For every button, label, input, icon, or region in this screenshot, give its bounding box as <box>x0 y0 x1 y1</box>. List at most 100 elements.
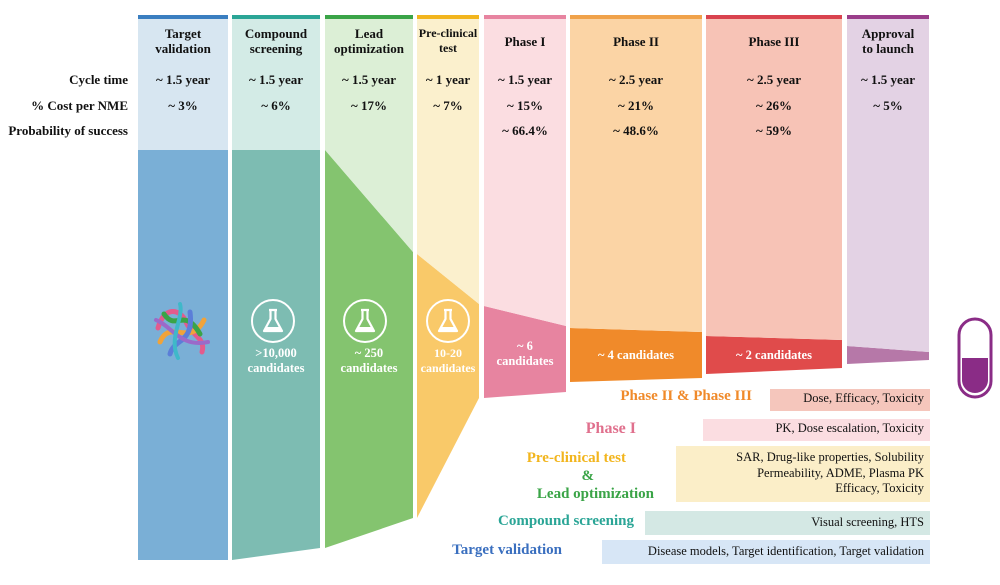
header-line: Lead <box>354 26 384 41</box>
stage-column-1 <box>232 18 320 168</box>
cost-phase-3: ~ 26% <box>755 98 792 113</box>
header-line: Target <box>164 26 202 41</box>
funnel-tint-2 <box>325 150 413 252</box>
row-label-probability: Probability of success <box>8 123 128 138</box>
candidate-line: ~ 250 <box>354 346 384 360</box>
stage-top-bar-2 <box>325 15 413 19</box>
header-lead-optimization: Lead optimization <box>325 26 413 56</box>
header-line: screening <box>249 41 303 56</box>
cost-compound-screening: ~ 6% <box>261 98 291 113</box>
legend-box-target-validation: Disease models, Target identification, T… <box>602 540 930 564</box>
header-target-validation: Target validation <box>138 26 228 56</box>
candidates-lead-optimization: ~ 250 candidates <box>325 346 413 376</box>
candidates-compound-screening: >10,000 candidates <box>232 346 320 376</box>
header-line: Phase III <box>748 34 800 49</box>
stage-column-6 <box>706 18 842 168</box>
header-line: to launch <box>862 41 914 56</box>
row-label-cycle-time: Cycle time <box>69 72 128 87</box>
stage-top-bar-4 <box>484 15 566 19</box>
funnel-tint-5 <box>570 150 702 332</box>
stage-top-bar-3 <box>417 15 479 19</box>
legend-title-compound-screening: Compound screening <box>498 513 634 529</box>
header-line: Phase I <box>504 34 546 49</box>
candidate-line: candidates <box>496 354 554 368</box>
header-pre-clinical: Pre-clinical test <box>417 26 479 56</box>
flask-icon <box>343 299 387 343</box>
funnel-tint-7 <box>847 150 929 352</box>
legend-line: Disease models, Target identification, T… <box>647 544 924 558</box>
stage-top-bar-1 <box>232 15 320 19</box>
stage-top-bar-0 <box>138 15 228 19</box>
funnel-tint-3 <box>417 150 479 304</box>
funnel-segment-compound-screening <box>232 150 320 560</box>
header-line: Approval <box>861 26 915 41</box>
stage-top-bar-5 <box>570 15 702 19</box>
cycle-lead-optimization: ~ 1.5 year <box>341 72 397 87</box>
stage-column-2 <box>325 18 413 168</box>
candidates-phase-2: ~ 4 candidates <box>598 348 674 362</box>
funnel-segment-phase-2 <box>570 328 702 382</box>
legend-line: PK, Dose escalation, Toxicity <box>775 421 924 435</box>
candidate-line: 10-20 <box>434 346 462 360</box>
header-phase-3: Phase III <box>706 34 842 49</box>
cycle-target-validation: ~ 1.5 year <box>155 72 211 87</box>
header-line: test <box>439 41 457 55</box>
cycle-phase-1: ~ 1.5 year <box>497 72 553 87</box>
legend-title-line: & <box>581 468 595 484</box>
cycle-phase-2: ~ 2.5 year <box>608 72 664 87</box>
candidates-pre-clinical: 10-20 candidates <box>417 346 479 376</box>
cost-phase-1: ~ 15% <box>506 98 543 113</box>
prob-phase-2: ~ 48.6% <box>613 123 659 138</box>
candidate-line: candidates <box>420 361 476 375</box>
cycle-phase-3: ~ 2.5 year <box>746 72 802 87</box>
stage-column-3 <box>417 18 479 168</box>
protein-structure-icon <box>150 298 214 362</box>
candidate-line: >10,000 <box>255 346 297 360</box>
header-line: Compound <box>244 26 308 41</box>
row-label-cost: % Cost per NME <box>31 98 128 113</box>
cost-approval: ~ 5% <box>873 98 903 113</box>
stage-top-bar-6 <box>706 15 842 19</box>
cycle-pre-clinical: ~ 1 year <box>425 72 471 87</box>
header-line: validation <box>155 41 211 56</box>
legend-box-compound-screening: Visual screening, HTS <box>645 511 930 535</box>
prob-phase-3: ~ 59% <box>755 123 792 138</box>
stage-column-7 <box>847 18 929 168</box>
funnel-segment-phase-3 <box>706 336 842 374</box>
legend-title-line: Lead optimization <box>536 486 654 502</box>
legend-line: Permeability, ADME, Plasma PK <box>757 465 924 480</box>
legend-title-preclinical-lead: Pre-clinical test & Lead optimization <box>430 449 654 503</box>
header-line: Pre-clinical <box>418 26 478 40</box>
cost-pre-clinical: ~ 7% <box>433 98 463 113</box>
funnel-segment-lead-optimization <box>325 150 413 548</box>
cost-phase-2: ~ 21% <box>617 98 654 113</box>
cycle-approval: ~ 1.5 year <box>860 72 916 87</box>
header-phase-2: Phase II <box>570 34 702 49</box>
stage-column-0 <box>138 18 228 168</box>
funnel-tint-6 <box>706 150 842 340</box>
legend-box-phase-2-3: Dose, Efficacy, Toxicity <box>770 389 930 411</box>
candidate-line: candidates <box>340 361 398 375</box>
funnel-segment-phase-1 <box>484 306 566 398</box>
legend-line: Efficacy, Toxicity <box>835 481 924 495</box>
legend-box-phase-1: PK, Dose escalation, Toxicity <box>703 419 930 441</box>
flask-icon <box>426 299 470 343</box>
legend-title-target-validation: Target validation <box>452 542 562 558</box>
funnel-segment-target-validation <box>138 150 228 560</box>
capsule-icon <box>956 316 994 400</box>
cost-target-validation: ~ 3% <box>168 98 198 113</box>
legend-title-line: Pre-clinical test <box>526 450 626 466</box>
stage-column-4 <box>484 18 566 168</box>
legend-title-phase-1: Phase I <box>585 420 636 437</box>
header-line: optimization <box>333 41 405 56</box>
legend-line: Visual screening, HTS <box>811 515 924 529</box>
cost-lead-optimization: ~ 17% <box>350 98 387 113</box>
stage-column-5 <box>570 18 702 168</box>
legend-box-preclinical-lead: SAR, Drug-like properties, Solubility Pe… <box>676 446 930 502</box>
legend-title-phase-2-3: Phase II & Phase III <box>620 388 752 404</box>
flask-icon <box>251 299 295 343</box>
prob-phase-1: ~ 66.4% <box>502 123 548 138</box>
stage-top-bar-7 <box>847 15 929 19</box>
legend-line: SAR, Drug-like properties, Solubility <box>736 450 924 464</box>
